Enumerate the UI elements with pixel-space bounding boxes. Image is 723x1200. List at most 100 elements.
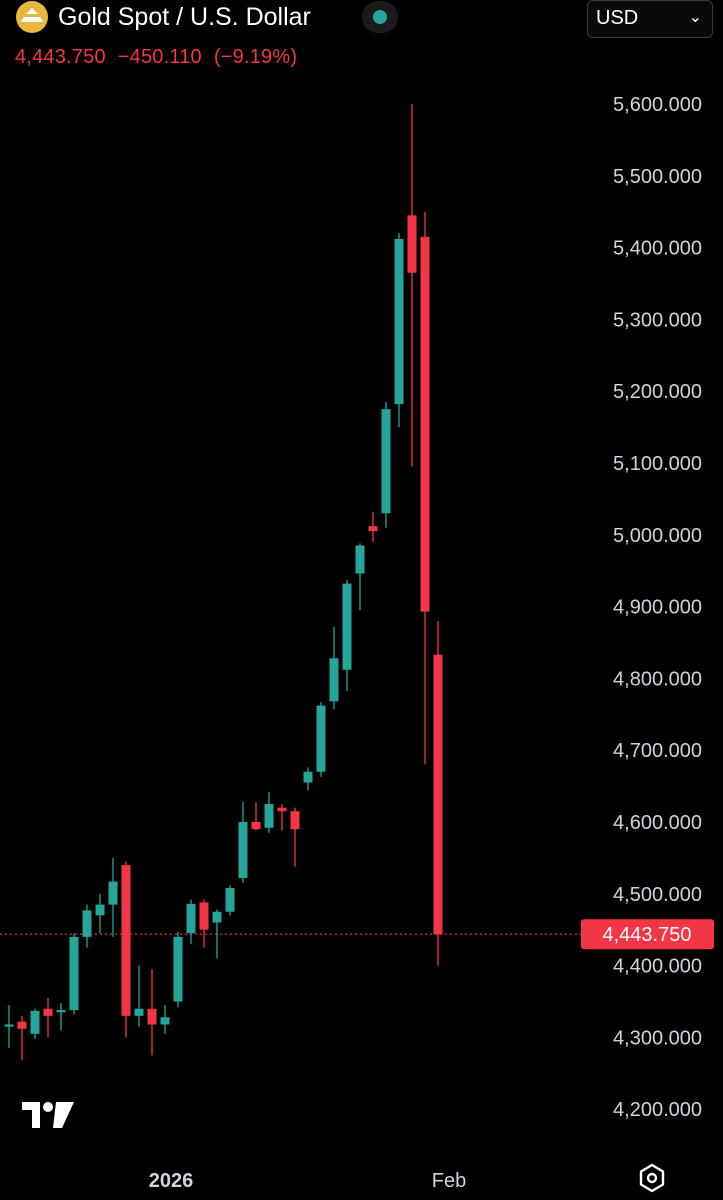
candle-body xyxy=(147,1008,157,1025)
time-tick-label: Feb xyxy=(432,1170,466,1192)
candle xyxy=(160,1005,170,1034)
currency-select[interactable]: USD ⌄ xyxy=(587,0,713,38)
candle-body xyxy=(433,654,443,935)
candle xyxy=(303,767,313,791)
candle xyxy=(342,580,352,692)
candle xyxy=(420,211,430,765)
last-price-badge xyxy=(581,919,714,950)
candle xyxy=(394,233,404,428)
price-tick-label: 4,800.000 xyxy=(613,668,702,690)
candle xyxy=(277,804,287,831)
price-tick-label: 4,600.000 xyxy=(613,812,702,834)
candle xyxy=(95,893,105,934)
price-tick-label: 5,200.000 xyxy=(613,381,702,403)
candle-body xyxy=(69,936,79,1011)
price-change-percent: (−9.19%) xyxy=(213,46,298,68)
price-tick-label: 5,600.000 xyxy=(613,94,702,116)
settings-hexagon-icon[interactable] xyxy=(637,1163,667,1193)
price-tick-label: 5,000.000 xyxy=(613,525,702,547)
price-tick-label: 5,100.000 xyxy=(613,453,702,475)
price-tick-label: 4,900.000 xyxy=(613,597,702,619)
candle-body xyxy=(329,658,339,702)
candle-body xyxy=(303,771,313,783)
last-price: 4,443.750 xyxy=(15,46,106,68)
price-tick-label: 5,500.000 xyxy=(613,166,702,188)
price-tick-label: 4,300.000 xyxy=(613,1027,702,1049)
candle xyxy=(199,899,209,948)
candle xyxy=(30,1008,40,1039)
candle-body xyxy=(342,583,352,670)
candle-body xyxy=(212,911,222,923)
candle-body xyxy=(43,1008,53,1016)
gold-bars-icon xyxy=(16,1,48,33)
time-axis[interactable]: 2026 Feb xyxy=(149,1170,466,1192)
last-price-value: 4,443.750 xyxy=(603,924,692,946)
candle xyxy=(407,104,417,467)
candle-body xyxy=(134,1008,144,1016)
candle-body xyxy=(173,936,183,1002)
candle-body xyxy=(381,409,391,514)
price-tick-label: 4,400.000 xyxy=(613,956,702,978)
candle-body xyxy=(264,804,274,828)
candle-body xyxy=(17,1021,27,1029)
candle-body xyxy=(420,236,430,612)
candle-body xyxy=(95,904,105,916)
candle xyxy=(368,511,378,542)
price-tick-label: 4,700.000 xyxy=(613,740,702,762)
candle-body xyxy=(407,215,417,273)
candle xyxy=(238,801,248,884)
candle-body xyxy=(238,822,248,879)
time-tick-label: 2026 xyxy=(149,1170,194,1192)
price-tick-label: 4,500.000 xyxy=(613,884,702,906)
candle xyxy=(108,857,118,937)
candles-layer xyxy=(4,104,443,1061)
quote-line: 4,443.750 −450.110 (−9.19%) xyxy=(15,46,309,69)
candle-body xyxy=(160,1017,170,1025)
candle xyxy=(212,909,222,959)
candle xyxy=(225,885,235,916)
tradingview-logo-icon[interactable] xyxy=(20,1100,76,1130)
candle xyxy=(290,807,300,867)
candle-body xyxy=(121,865,131,1016)
candle-body xyxy=(56,1010,66,1013)
candle xyxy=(381,401,391,528)
candle-body xyxy=(4,1024,14,1027)
price-change: −450.110 xyxy=(117,46,202,68)
candle-body xyxy=(108,881,118,905)
candle-body xyxy=(368,526,378,532)
candle xyxy=(69,933,79,1015)
price-axis[interactable]: 5,600.000 5,500.000 5,400.000 5,300.000 5,20… xyxy=(613,94,702,1121)
candle-body xyxy=(355,545,365,574)
candle xyxy=(147,969,157,1056)
currency-value: USD xyxy=(596,7,639,29)
candle-body xyxy=(225,888,235,912)
market-status-dot-icon xyxy=(373,10,387,24)
candle xyxy=(82,904,92,948)
candle xyxy=(173,931,183,1008)
candle xyxy=(355,543,365,611)
symbol-title[interactable]: Gold Spot / U.S. Dollar xyxy=(58,3,311,31)
candle xyxy=(186,899,196,945)
candle-body xyxy=(251,822,261,830)
candle-body xyxy=(82,910,92,937)
chart-header: Gold Spot / U.S. Dollar 4,443.750 −450.11… xyxy=(14,0,714,76)
candle xyxy=(121,861,131,1038)
last-price-label: 4,443.750 xyxy=(581,919,714,950)
candle xyxy=(17,1015,27,1061)
candle xyxy=(4,1005,14,1049)
chevron-down-icon: ⌄ xyxy=(688,9,702,26)
candle-body xyxy=(186,903,196,934)
candle xyxy=(56,1002,66,1031)
candle xyxy=(316,702,326,777)
candle xyxy=(264,791,274,833)
candle xyxy=(251,801,261,831)
candle-body xyxy=(290,811,300,830)
price-tick-label: 4,200.000 xyxy=(613,1099,702,1121)
candle xyxy=(134,965,144,1027)
candle-body xyxy=(199,902,209,930)
price-tick-label: 5,400.000 xyxy=(613,238,702,260)
candle-body xyxy=(30,1010,40,1034)
candle-body xyxy=(394,238,404,405)
market-status-indicator[interactable] xyxy=(362,1,398,33)
